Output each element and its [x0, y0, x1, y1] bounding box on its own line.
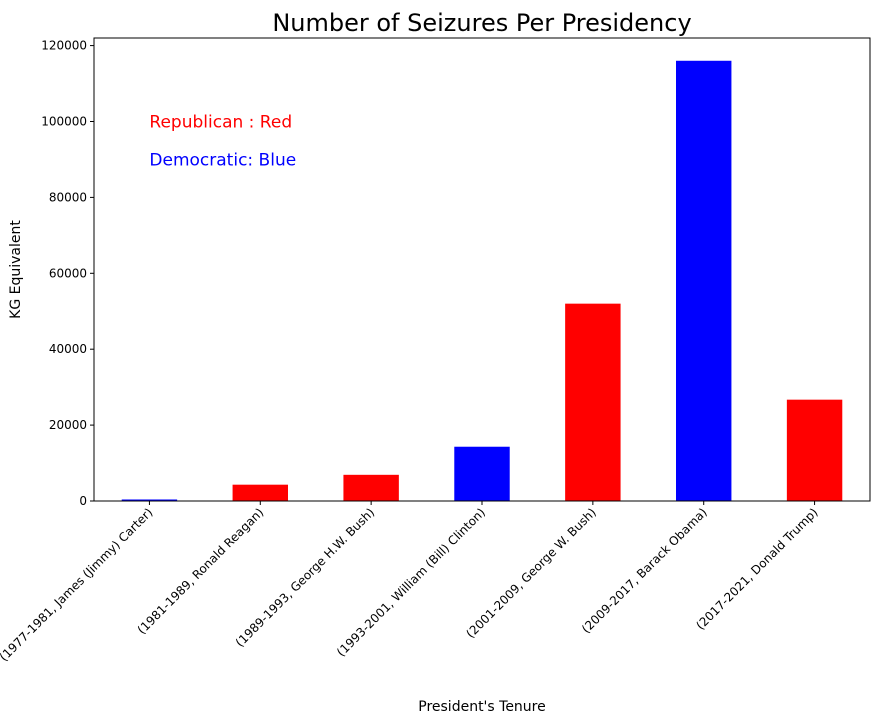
x-axis-label: President's Tenure	[418, 699, 546, 715]
x-tick-label-6: (2017-2021, Donald Trump)	[693, 505, 820, 632]
bar-2	[343, 474, 399, 501]
x-axis: (1977-1981, James (Jimmy) Carter)(1981-1…	[0, 501, 821, 664]
x-tick-label-5: (2009-2017, Barack Obama)	[579, 505, 710, 636]
legend-annotation-democratic: Democratic: Blue	[149, 150, 296, 170]
y-axis: 0 20000 40000 60000 80000 100000 120000	[41, 39, 94, 508]
y-tick-label-4: 80000	[49, 190, 87, 204]
bars-group	[121, 60, 843, 501]
y-tick-label-2: 40000	[49, 342, 87, 356]
y-tick-label-0: 0	[79, 494, 87, 508]
bar-4	[565, 303, 621, 501]
y-tick-label-6: 120000	[41, 39, 87, 53]
y-tick-label-1: 20000	[49, 418, 87, 432]
bar-0	[121, 499, 178, 501]
y-axis-label: KG Equivalent	[8, 220, 24, 319]
bar-5	[676, 60, 732, 501]
bar-1	[232, 484, 288, 501]
x-tick-label-0: (1977-1981, James (Jimmy) Carter)	[0, 505, 156, 664]
x-tick-label-1: (1981-1989, Ronald Reagan)	[135, 505, 267, 637]
x-tick-label-4: (2001-2009, George W. Bush)	[463, 505, 599, 641]
legend-annotation-republican: Republican : Red	[149, 112, 292, 132]
bar-6	[786, 399, 843, 501]
bar-3	[454, 446, 510, 501]
y-tick-label-3: 60000	[49, 266, 87, 280]
plot-frame	[93, 37, 871, 502]
chart-title: Number of Seizures Per Presidency	[272, 9, 691, 37]
y-tick-label-5: 100000	[41, 114, 87, 128]
